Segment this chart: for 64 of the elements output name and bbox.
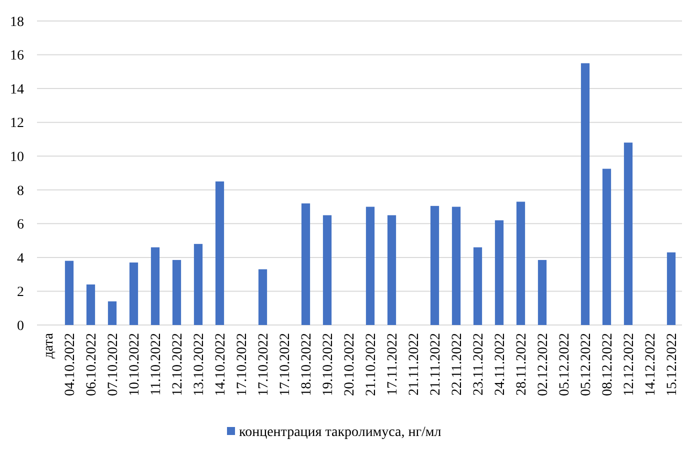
- bar: [108, 301, 117, 325]
- bar: [194, 244, 203, 325]
- y-tick-label: 14: [10, 82, 24, 98]
- bar: [473, 247, 482, 325]
- bar: [516, 202, 526, 325]
- x-tick-label: 13.10.2022: [192, 333, 208, 396]
- y-tick-label: 12: [10, 116, 24, 132]
- x-tick-label: 07.10.2022: [106, 333, 122, 396]
- x-tick-label: дата: [42, 332, 57, 358]
- legend-label: концентрация такролимуса, нг/мл: [239, 424, 442, 440]
- y-tick-label: 2: [17, 285, 24, 300]
- bar: [666, 252, 676, 325]
- bar: [538, 260, 547, 325]
- x-tick-label: 17.10.2022: [256, 333, 272, 396]
- x-tick-label: 05.12.2022: [558, 333, 573, 396]
- y-tick-label: 4: [17, 251, 24, 266]
- x-tick-label: 05.12.2022: [579, 333, 594, 396]
- x-tick-label: 10.10.2022: [128, 333, 143, 396]
- x-tick-label: 17.10.2022: [235, 333, 250, 396]
- x-tick-label: 12.10.2022: [170, 333, 186, 396]
- y-tick-label: 10: [10, 150, 24, 166]
- x-tick-label: 12.12.2022: [622, 333, 638, 396]
- bar: [430, 206, 440, 325]
- x-tick-label: 14.12.2022: [644, 333, 659, 396]
- x-tick-label: 14.10.2022: [214, 333, 229, 396]
- x-tick-label: 22.11.2022: [450, 333, 466, 396]
- x-tick-label: 23.11.2022: [472, 333, 487, 396]
- y-tick-label: 6: [17, 218, 24, 233]
- bar: [452, 206, 461, 325]
- bar: [215, 181, 224, 325]
- bar: [602, 168, 612, 325]
- y-tick-label: 8: [17, 184, 24, 199]
- x-tick-label: 08.12.2022: [600, 333, 616, 396]
- y-tick-label: 18: [10, 14, 24, 30]
- x-tick-label: 17.10.2022: [278, 333, 294, 396]
- bar: [258, 269, 268, 325]
- bar: [301, 203, 310, 325]
- x-tick-label: 02.12.2022: [536, 333, 552, 396]
- bar: [86, 284, 96, 325]
- y-tick-label: 16: [10, 48, 24, 64]
- x-tick-label: 21.11.2022: [428, 333, 444, 396]
- x-tick-label: 15.12.2022: [665, 333, 680, 396]
- x-tick-label: 11.10.2022: [149, 333, 164, 396]
- bar: [624, 142, 633, 325]
- bar: [129, 262, 138, 325]
- x-tick-label: 28.11.2022: [514, 333, 530, 396]
- bar: [322, 215, 332, 325]
- bar: [366, 206, 375, 325]
- x-tick-label: 19.10.2022: [321, 333, 336, 396]
- x-tick-label: 20.10.2022: [342, 333, 358, 396]
- x-tick-label: 21.11.2022: [407, 333, 422, 396]
- bar: [494, 220, 504, 325]
- x-tick-label: 06.10.2022: [84, 333, 100, 396]
- x-tick-label: 24.11.2022: [493, 333, 508, 396]
- bar: [150, 247, 160, 325]
- y-tick-label: 0: [17, 318, 24, 334]
- x-tick-label: 18.10.2022: [300, 333, 315, 396]
- x-tick-label: 04.10.2022: [63, 333, 78, 396]
- bar: [387, 215, 396, 325]
- x-tick-label: 21.10.2022: [364, 333, 380, 396]
- bar: [172, 260, 182, 325]
- bar: [580, 63, 590, 325]
- x-tick-label: 17.11.2022: [386, 333, 401, 396]
- bar: [64, 260, 74, 325]
